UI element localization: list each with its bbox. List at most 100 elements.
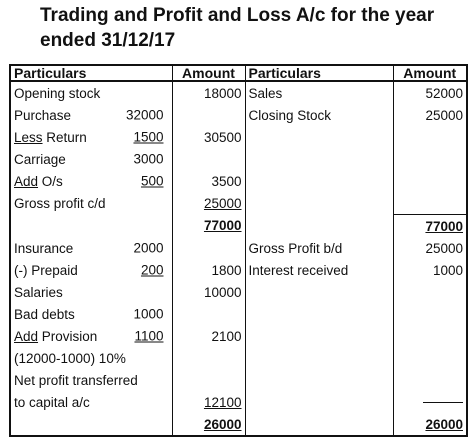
debit-amount <box>172 237 246 259</box>
title-line-2: ended 31/12/17 <box>40 30 176 51</box>
table-row: Add Provision 1100 2100 <box>10 325 468 347</box>
credit-amount <box>393 192 468 215</box>
table-row: Net profit transferred <box>10 369 468 391</box>
debit-particulars: Carriage 3000 <box>10 148 173 170</box>
debit-amount <box>172 148 246 170</box>
debit-particulars: Bad debts 1000 <box>10 303 173 325</box>
debit-amount: 12100 <box>172 391 246 413</box>
credit-particulars <box>245 369 394 391</box>
total-row: 26000 26000 <box>10 413 468 436</box>
credit-amount <box>393 369 468 391</box>
sub-amount: 32000 <box>125 107 164 123</box>
credit-particulars <box>245 413 394 436</box>
credit-particulars <box>245 303 394 325</box>
sub-amount: 1500 <box>133 129 164 145</box>
table-row: (12000-1000) 10% <box>10 347 468 369</box>
credit-amount <box>393 303 468 325</box>
sub-amount: 1000 <box>133 306 164 322</box>
table-row: Less Return 1500 30500 <box>10 126 468 148</box>
debit-particulars: (-) Prepaid 200 <box>10 259 173 281</box>
table-row: Add O/s 500 3500 <box>10 170 468 192</box>
debit-particulars: (12000-1000) 10% <box>10 347 173 369</box>
debit-particulars: Insurance 2000 <box>10 237 173 259</box>
debit-total: 26000 <box>172 413 246 436</box>
trading-pl-ledger-table: Particulars Amount Particulars Amount Op… <box>9 64 468 437</box>
table-row: Carriage 3000 <box>10 148 468 170</box>
credit-amount: 52000 <box>393 81 468 104</box>
credit-total: 77000 <box>393 214 468 237</box>
debit-particulars <box>10 413 173 436</box>
table-row: (-) Prepaid 200 1800 Interest received 10… <box>10 259 468 281</box>
debit-particulars: Less Return 1500 <box>10 126 173 148</box>
title-line-1: Trading and Profit and Loss A/c for the … <box>40 5 435 26</box>
credit-particulars: Gross Profit b/d <box>245 237 394 259</box>
debit-particulars: Gross profit c/d <box>10 192 173 215</box>
credit-amount <box>393 126 468 148</box>
credit-particulars: Closing Stock <box>245 104 394 126</box>
debit-particulars: Net profit transferred <box>10 369 173 391</box>
debit-amount <box>172 303 246 325</box>
sub-amount: 1100 <box>134 328 164 344</box>
less-label: Less <box>14 129 43 145</box>
table-row: Salaries 10000 <box>10 281 468 303</box>
credit-amount: 25000 <box>393 237 468 259</box>
debit-particulars: Add O/s 500 <box>10 170 173 192</box>
credit-total: 26000 <box>393 413 468 436</box>
credit-amount-header: Amount <box>393 65 468 82</box>
credit-particulars <box>245 391 394 413</box>
debit-amount: 18000 <box>172 81 246 104</box>
debit-particulars: Salaries <box>10 281 173 303</box>
credit-amount <box>393 170 468 192</box>
add-label: Add <box>14 173 39 189</box>
debit-particulars: Opening stock <box>10 81 173 104</box>
debit-amount <box>172 347 246 369</box>
debit-amount: 30500 <box>172 126 246 148</box>
debit-amount <box>172 104 246 126</box>
credit-amount <box>393 148 468 170</box>
credit-particulars <box>245 281 394 303</box>
debit-amount: 10000 <box>172 281 246 303</box>
credit-amount: 25000 <box>393 104 468 126</box>
table-row: Gross profit c/d 25000 <box>10 192 468 215</box>
debit-particulars: Purchase 32000 <box>10 104 173 126</box>
debit-amount: 2100 <box>172 325 246 347</box>
add-label: Add <box>14 328 39 344</box>
header-row: Particulars Amount Particulars Amount <box>10 65 468 82</box>
credit-particulars <box>245 214 394 237</box>
sub-amount: 3000 <box>133 151 164 167</box>
table-row: Bad debts 1000 <box>10 303 468 325</box>
credit-amount <box>393 325 468 347</box>
debit-amount-header: Amount <box>172 65 246 82</box>
debit-particulars: Add Provision 1100 <box>10 325 173 347</box>
credit-particulars <box>245 192 394 215</box>
table-row: Insurance 2000 Gross Profit b/d 25000 <box>10 237 468 259</box>
credit-amount <box>393 347 468 369</box>
debit-amount: 3500 <box>172 170 246 192</box>
table-row: to capital a/c 12100 <box>10 391 468 413</box>
credit-particulars: Sales <box>245 81 394 104</box>
credit-particulars <box>245 148 394 170</box>
credit-amount: 1000 <box>393 259 468 281</box>
debit-amount: 1800 <box>172 259 246 281</box>
debit-particulars <box>10 214 173 237</box>
debit-particulars: to capital a/c <box>10 391 173 413</box>
credit-particulars: Interest received <box>245 259 394 281</box>
sub-amount: 500 <box>140 173 164 189</box>
credit-particulars-header: Particulars <box>245 65 394 82</box>
debit-total: 77000 <box>172 214 246 237</box>
credit-particulars <box>245 126 394 148</box>
total-row: 77000 77000 <box>10 214 468 237</box>
total-rule <box>423 402 463 404</box>
table-row: Purchase 32000 Closing Stock 25000 <box>10 104 468 126</box>
debit-amount: 25000 <box>172 192 246 215</box>
credit-amount <box>393 391 468 413</box>
debit-amount <box>172 369 246 391</box>
table-row: Opening stock 18000 Sales 52000 <box>10 81 468 104</box>
statement-title: Trading and Profit and Loss A/c for the … <box>40 3 434 53</box>
credit-particulars <box>245 347 394 369</box>
credit-particulars <box>245 325 394 347</box>
debit-particulars-header: Particulars <box>10 65 173 82</box>
sub-amount: 200 <box>140 262 164 278</box>
credit-amount <box>393 281 468 303</box>
credit-particulars <box>245 170 394 192</box>
